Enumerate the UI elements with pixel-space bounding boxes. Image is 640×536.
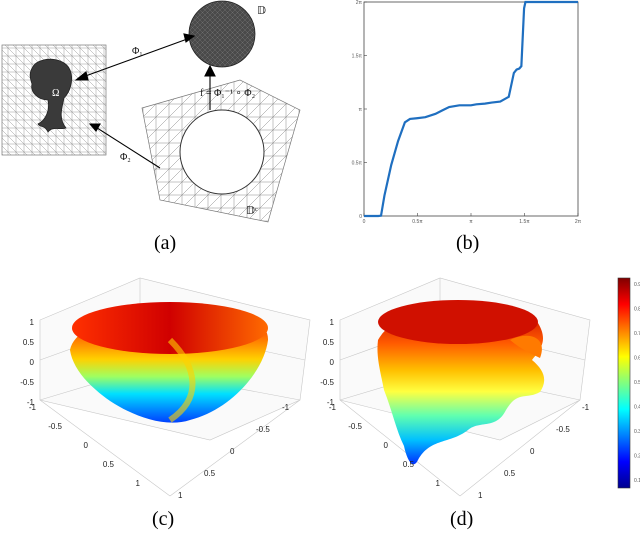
z-tick-label: 0 (30, 358, 35, 367)
z-tick-label: 0.5 (23, 338, 35, 347)
x-tick-label: 0.5π (412, 219, 423, 225)
colorbar-tick-label: 0.1 (634, 478, 640, 484)
colorbar-tick-label: 0.6 (634, 356, 640, 362)
bowl-rim-c (72, 302, 268, 354)
x-tick-label: 0 (84, 441, 89, 450)
x-tick-label: -0.5 (48, 422, 62, 431)
x-tick-label: 0 (363, 219, 366, 225)
composition-formula: f = Φ₁⁻¹ ∘ Φ₂ (200, 88, 255, 99)
y-tick-label: 1.5π (352, 54, 363, 60)
z-tick-label: -0.5 (320, 378, 334, 387)
x-tick-label: 1.5π (519, 219, 530, 225)
x-tick-label: 0.5 (103, 460, 115, 469)
exterior-mesh: 𝔻ᶜ (141, 79, 301, 223)
x-tick-label: -1 (29, 403, 37, 412)
z-tick-label: 0 (330, 358, 335, 367)
x-tick-label: π (469, 219, 473, 225)
mapping-arrows (74, 33, 216, 169)
z-tick-label: 1 (30, 318, 35, 327)
colorbar-tick-label: 0.3 (634, 429, 640, 435)
y-tick-label: 0.5 (504, 469, 516, 478)
y-tick-label: 0 (530, 447, 535, 456)
z-tick-label: -0.5 (20, 378, 34, 387)
colorbar-tick-label: 0.8 (634, 307, 640, 313)
x-tick-label: -0.5 (348, 422, 362, 431)
y-tick-label: -1 (582, 403, 590, 412)
panel-a-illustration: Ω 𝔻 𝔻ᶜ Φ₁ Φ₂ f = Φ₁⁻¹ ∘ Φ₂ (1, 0, 301, 223)
panel-b-chart: 0 0.5π π 1.5π 2π 0 0.5π π 1.5π 2π (352, 0, 582, 225)
y-tick-label: 1 (478, 491, 483, 500)
z-tick-label: 1 (330, 318, 335, 327)
x-tick-label: -1 (329, 403, 337, 412)
surface-rim-d (378, 300, 538, 344)
z-tick-label: 0.5 (323, 338, 335, 347)
x-tick-label: 1 (136, 479, 141, 488)
y-tick-label: 0.5 (204, 469, 216, 478)
y-tick-label: -1 (282, 403, 290, 412)
colorbar-tick-label: 0.9 (634, 282, 640, 288)
dolphin-shape (29, 58, 72, 133)
y-tick-label: -0.5 (256, 425, 270, 434)
caption-d: (d) (450, 508, 474, 530)
z-tick-label: -1 (327, 398, 335, 407)
y-tick-label: 0 (230, 447, 235, 456)
phi2-label: Φ₂ (120, 152, 131, 163)
disk-complement-label: 𝔻ᶜ (246, 205, 258, 217)
x-tick-label: 0 (384, 441, 389, 450)
x-tick-label: 2π (575, 219, 582, 225)
z-tick-label: -1 (27, 398, 35, 407)
caption-b: (b) (456, 232, 480, 254)
colorbar-gradient (617, 277, 631, 489)
y-tick-label: 2π (356, 0, 363, 6)
caption-a: (a) (154, 232, 177, 254)
y-tick-label: π (359, 107, 363, 113)
dolphin-mesh: Ω (1, 44, 107, 156)
chart-b-frame (363, 1, 579, 217)
y-tick-label: 0.5π (352, 161, 363, 167)
y-tick-label: -0.5 (556, 425, 570, 434)
y-tick-label: 1 (178, 491, 183, 500)
warped-surface-d (377, 302, 545, 465)
unit-disk: 𝔻 (188, 0, 266, 68)
x-tick-label: 1 (436, 479, 441, 488)
x-tick-label: 0.5 (403, 460, 415, 469)
disk-label: 𝔻 (257, 5, 266, 17)
y-tick-label: 0 (359, 214, 362, 220)
chart-b-series (364, 0, 578, 218)
colorbar: 0.9 0.8 0.7 0.6 0.5 0.4 0.3 0.2 0.1 (617, 277, 640, 489)
omega-label: Ω (52, 88, 59, 99)
caption-c: (c) (152, 508, 175, 530)
phi1-label: Φ₁ (132, 46, 143, 57)
colorbar-tick-label: 0.5 (634, 380, 640, 386)
colorbar-tick-label: 0.7 (634, 331, 640, 337)
colorbar-tick-label: 0.2 (634, 454, 640, 460)
colorbar-tick-label: 0.4 (634, 405, 640, 411)
